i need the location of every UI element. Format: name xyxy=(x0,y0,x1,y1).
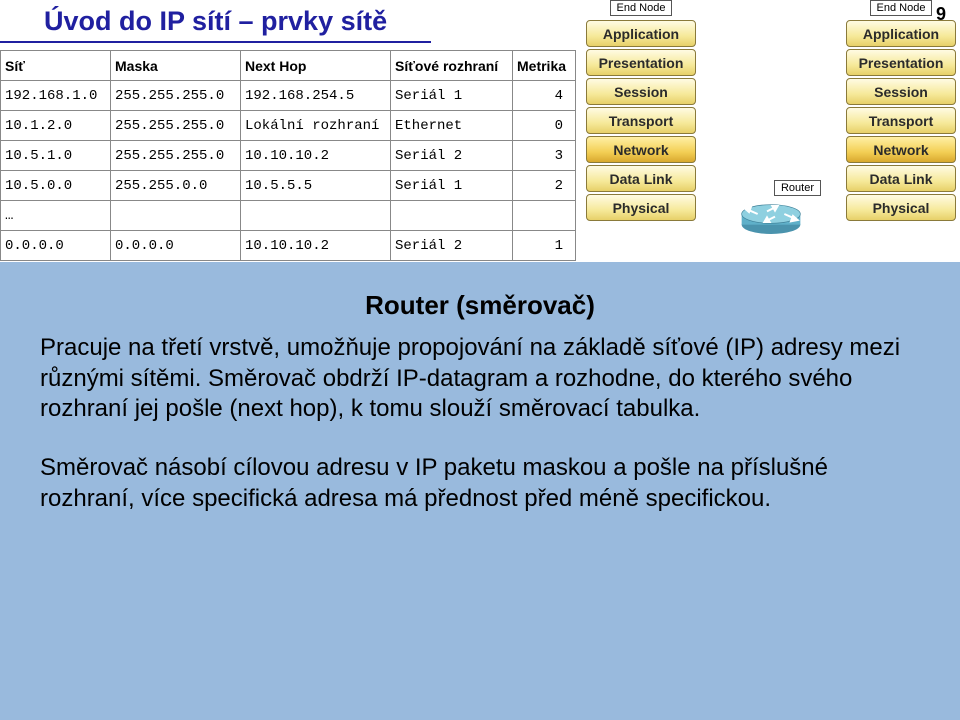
table-cell: 10.5.0.0 xyxy=(1,171,111,201)
osi-layer-presentation: Presentation xyxy=(586,49,696,76)
table-cell: 4 xyxy=(513,81,576,111)
table-cell xyxy=(391,201,513,231)
osi-stack-right: End Node ApplicationPresentationSessionT… xyxy=(842,0,960,223)
table-header-row: Síť Maska Next Hop Síťové rozhraní Metri… xyxy=(1,51,576,81)
osi-layer-transport: Transport xyxy=(586,107,696,134)
page-title: Úvod do IP sítí – prvky sítě xyxy=(44,6,387,37)
table-cell: … xyxy=(1,201,111,231)
osi-layer-transport: Transport xyxy=(846,107,956,134)
osi-layer-session: Session xyxy=(846,78,956,105)
table-cell: 255.255.255.0 xyxy=(111,111,241,141)
table-cell: Seriál 1 xyxy=(391,171,513,201)
col-net: Síť xyxy=(1,51,111,81)
table-cell: 10.1.2.0 xyxy=(1,111,111,141)
table-cell: Seriál 2 xyxy=(391,141,513,171)
osi-stack-left: End Node ApplicationPresentationSessionT… xyxy=(582,0,700,223)
osi-layer-application: Application xyxy=(586,20,696,47)
table-cell: Seriál 2 xyxy=(391,231,513,261)
router-label: Router xyxy=(774,180,821,196)
table-cell: 0 xyxy=(513,111,576,141)
router-icon xyxy=(736,198,806,238)
section-heading: Router (směrovač) xyxy=(40,290,920,321)
paragraph: Pracuje na třetí vrstvě, umožňuje propoj… xyxy=(40,333,920,425)
table-cell xyxy=(513,201,576,231)
table-cell: 0.0.0.0 xyxy=(111,231,241,261)
table-cell xyxy=(111,201,241,231)
table-cell: 192.168.1.0 xyxy=(1,81,111,111)
osi-layer-data-link: Data Link xyxy=(846,165,956,192)
content-panel: Router (směrovač) Pracuje na třetí vrstv… xyxy=(0,262,960,720)
paragraph: Směrovač násobí cílovou adresu v IP pake… xyxy=(40,453,920,514)
table-cell: 3 xyxy=(513,141,576,171)
osi-diagram: End Node ApplicationPresentationSessionT… xyxy=(582,0,960,262)
col-metric: Metrika xyxy=(513,51,576,81)
table-cell: 10.5.1.0 xyxy=(1,141,111,171)
col-mask: Maska xyxy=(111,51,241,81)
table-cell: Seriál 1 xyxy=(391,81,513,111)
table-row: 10.5.1.0255.255.255.010.10.10.2Seriál 23 xyxy=(1,141,576,171)
table-cell: 255.255.0.0 xyxy=(111,171,241,201)
osi-layer-physical: Physical xyxy=(846,194,956,221)
table-row: 0.0.0.00.0.0.010.10.10.2Seriál 21 xyxy=(1,231,576,261)
table-row: 192.168.1.0255.255.255.0192.168.254.5Ser… xyxy=(1,81,576,111)
table-cell: 2 xyxy=(513,171,576,201)
table-row: … xyxy=(1,201,576,231)
col-iface: Síťové rozhraní xyxy=(391,51,513,81)
osi-center: Router xyxy=(711,0,831,238)
table-cell: 1 xyxy=(513,231,576,261)
table-cell: 10.10.10.2 xyxy=(241,231,391,261)
table-cell: 192.168.254.5 xyxy=(241,81,391,111)
table-row: 10.1.2.0255.255.255.0Lokální rozhraníEth… xyxy=(1,111,576,141)
table-cell: Ethernet xyxy=(391,111,513,141)
table-cell: 10.10.10.2 xyxy=(241,141,391,171)
osi-layer-session: Session xyxy=(586,78,696,105)
osi-layer-application: Application xyxy=(846,20,956,47)
end-node-label: End Node xyxy=(610,0,673,16)
table-cell xyxy=(241,201,391,231)
table-cell: 0.0.0.0 xyxy=(1,231,111,261)
osi-layer-network: Network xyxy=(586,136,696,163)
col-nexthop: Next Hop xyxy=(241,51,391,81)
routing-table: Síť Maska Next Hop Síťové rozhraní Metri… xyxy=(0,50,575,261)
table-row: 10.5.0.0255.255.0.010.5.5.5Seriál 12 xyxy=(1,171,576,201)
osi-layer-presentation: Presentation xyxy=(846,49,956,76)
osi-layer-physical: Physical xyxy=(586,194,696,221)
table-cell: 255.255.255.0 xyxy=(111,141,241,171)
table-cell: 10.5.5.5 xyxy=(241,171,391,201)
osi-layer-data-link: Data Link xyxy=(586,165,696,192)
osi-layer-network: Network xyxy=(846,136,956,163)
table-cell: Lokální rozhraní xyxy=(241,111,391,141)
title-bar: Úvod do IP sítí – prvky sítě xyxy=(0,0,431,43)
end-node-label: End Node xyxy=(870,0,933,16)
table-cell: 255.255.255.0 xyxy=(111,81,241,111)
